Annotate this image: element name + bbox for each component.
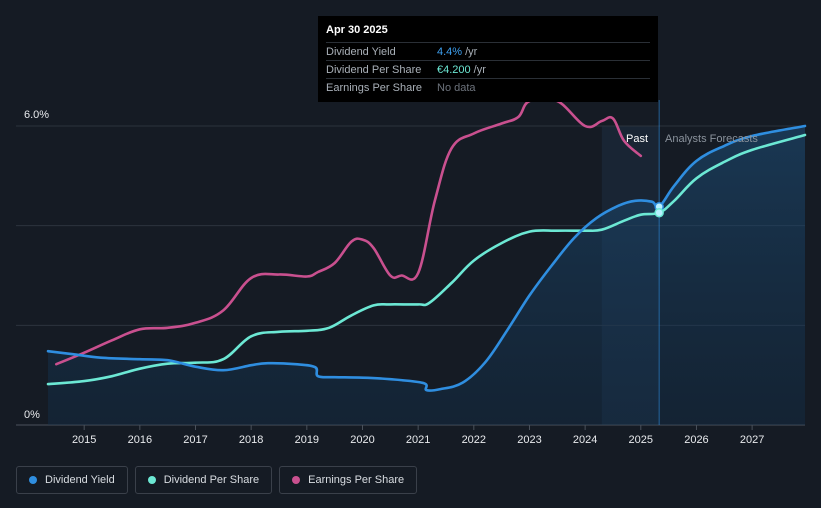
tooltip-row-dividend-per-share: Dividend Per Share €4.200 /yr [326,60,650,78]
earnings-per-share-line [55,97,643,366]
tooltip-row-earnings-per-share: Earnings Per Share No data [326,78,650,96]
x-tick-label: 2019 [295,434,319,446]
tooltip-row-dividend-yield: Dividend Yield 4.4% /yr [326,42,650,60]
legend-dot-icon [147,476,156,484]
chart-legend: Dividend Yield Dividend Per Share Earnin… [16,466,418,494]
x-tick-label: 2018 [239,434,263,446]
legend-item-earnings-per-share[interactable]: Earnings Per Share [279,466,418,494]
legend-label: Earnings Per Share [308,474,405,486]
past-label: Past [626,133,648,145]
x-tick-label: 2016 [128,434,152,446]
tooltip-row-unit: /yr [473,63,486,76]
tooltip-row-value: €4.200 [437,63,471,76]
legend-item-dividend-yield[interactable]: Dividend Yield [16,466,128,494]
tooltip-row-label: Dividend Yield [326,45,396,58]
x-tick-label: 2021 [406,434,430,446]
analysts-forecasts-label: Analysts Forecasts [665,133,758,145]
tooltip-row-label: Dividend Per Share [326,63,422,76]
series-markers [654,201,664,218]
tooltip-row-label: Earnings Per Share [326,81,422,94]
dividend-yield-area [48,126,805,425]
legend-dot-icon [292,476,301,484]
x-tick-label: 2024 [573,434,597,446]
legend-label: Dividend Per Share [163,474,260,486]
x-tick-label: 2020 [350,434,374,446]
legend-label: Dividend Yield [45,474,115,486]
tooltip-date: Apr 30 2025 [326,24,388,36]
y-axis-top-label: 6.0% [24,109,49,121]
x-tick-label: 2025 [629,434,653,446]
x-tick-label: 2027 [740,434,764,446]
hover-tooltip: Apr 30 2025 Dividend Yield 4.4% /yr Divi… [318,16,658,102]
dividend-per-share-marker [654,207,664,218]
x-tick-label: 2023 [517,434,541,446]
x-axis: 2015 2016 2017 2018 2019 2020 2021 2022 2023 2024… [72,425,764,446]
tooltip-row-unit: /yr [465,45,478,58]
x-tick-label: 2017 [183,434,207,446]
legend-item-dividend-per-share[interactable]: Dividend Per Share [134,466,273,494]
x-tick-label: 2015 [72,434,96,446]
legend-dot-icon [29,476,37,484]
x-tick-label: 2022 [462,434,486,446]
x-tick-label: 2026 [684,434,708,446]
y-axis-bottom-label: 0% [24,409,40,421]
tooltip-row-value: 4.4% [437,45,463,58]
tooltip-row-value: No data [437,81,476,94]
